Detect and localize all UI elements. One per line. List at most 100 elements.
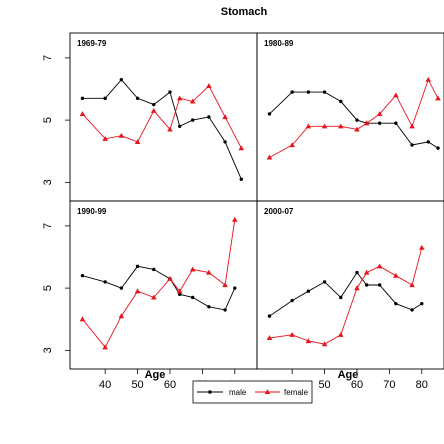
point-male [190,118,195,122]
panel-label: 1980-89 [264,39,294,48]
point-female [393,272,399,278]
series-line-male [82,265,236,311]
point-male [178,124,182,129]
point-male [322,280,327,284]
point-female [409,282,415,288]
point-male [119,77,124,82]
series-line-male [269,271,423,317]
y-tick-label: 3 [42,347,54,353]
legend-box [192,380,313,404]
point-female [266,154,273,160]
point-female [150,294,157,300]
panel-grid: 1969-79 3 5 7 1980-89 1990-99 3 5 7 40 50 60 70 80 200… [42,32,444,391]
point-male [223,308,227,312]
x-tick-label: 60 [164,379,176,391]
panel-1969-79: 1969-79 3 5 7 [42,32,258,202]
chart-title: Stomach [221,6,268,18]
y-tick-label: 7 [42,55,54,61]
panel-1980-89: 1980-89 [256,32,444,202]
x-axis-label-right: Age [338,369,359,381]
point-male [190,295,195,300]
point-female [102,344,108,350]
point-male [178,292,182,297]
point-male [394,301,398,306]
point-male [135,96,140,101]
legend: male female [192,380,313,404]
x-axis-label-left: Age [145,369,166,381]
panel-2000-07: 2000-074050607080 [256,200,444,391]
point-female [206,83,212,88]
point-male [306,289,311,293]
point-female [435,95,441,101]
point-female [354,285,360,291]
y-tick-label: 7 [42,223,54,229]
point-female [337,123,344,129]
point-female [167,275,173,281]
point-male [426,140,430,144]
x-tick-label: 80 [416,379,428,391]
point-male [152,102,156,107]
point-female [337,331,344,337]
point-female [425,76,432,82]
panel-border [69,200,258,370]
point-female [189,98,196,104]
x-tick-label: 40 [99,379,111,391]
point-male [103,280,107,284]
point-female [222,282,228,288]
point-female [289,331,295,337]
point-female [167,126,173,132]
point-female [376,111,383,116]
series-line-male [269,91,439,149]
series-line-male [82,79,242,180]
y-tick-label: 3 [42,179,54,185]
x-tick-label: 60 [351,379,363,391]
point-female [376,263,383,269]
point-male [410,308,414,312]
point-female [231,216,238,222]
point-female [102,135,108,141]
point-female [134,139,141,144]
legend-male-label: male [229,388,247,397]
point-male [339,99,343,104]
point-male [80,273,85,278]
point-male [436,146,440,150]
point-female [134,288,141,294]
point-female [150,107,157,113]
series-line-female [269,247,423,345]
point-female [289,142,295,148]
point-male [290,298,294,303]
point-female [321,341,328,347]
point-female [222,114,228,120]
point-female [305,123,312,129]
point-female [118,313,125,319]
point-female [354,126,360,132]
point-male [119,286,124,290]
point-male [168,90,172,94]
point-male [223,140,227,144]
point-female [409,123,415,129]
x-tick-label: 50 [318,379,330,391]
point-male [135,264,140,269]
point-male [355,270,359,275]
legend-female-label: female [284,388,309,397]
point-male [420,301,424,306]
panel-label: 2000-07 [264,207,294,216]
point-female [305,338,312,344]
point-male [207,115,211,119]
legend-female-marker [264,389,271,394]
point-female [418,244,425,250]
point-male [152,267,156,272]
point-male [239,177,243,181]
point-male [233,286,237,290]
point-male [80,96,85,101]
point-male [410,143,414,147]
point-female [206,269,212,275]
panel-border [256,32,444,202]
point-female [176,288,183,294]
x-tick-label: 70 [383,379,395,391]
point-female [393,92,399,98]
panel-1990-99: 1990-993574050607080 [42,200,258,391]
point-male [394,121,398,125]
point-female [266,335,273,340]
